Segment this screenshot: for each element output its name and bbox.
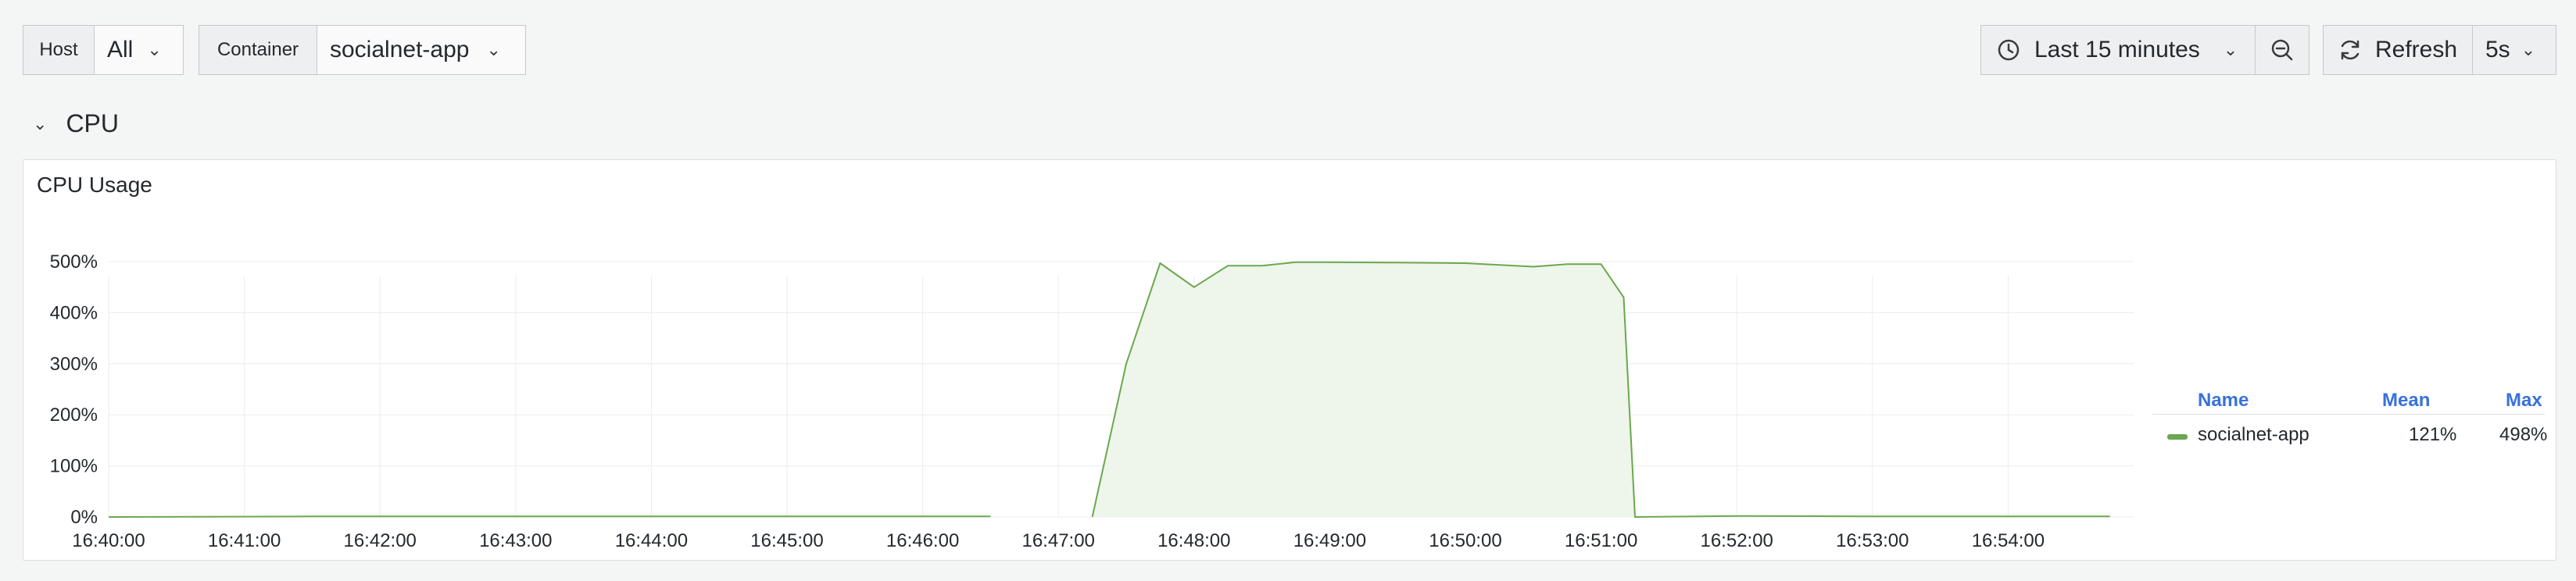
legend-series-name: socialnet-app bbox=[2198, 424, 2309, 445]
refresh-interval-select[interactable]: 5s ⌄ bbox=[2472, 25, 2556, 75]
clock-icon bbox=[1998, 39, 2020, 61]
x-tick-label: 16:44:00 bbox=[615, 530, 688, 551]
host-select-value: All bbox=[107, 37, 134, 62]
y-tick-label: 500% bbox=[50, 251, 98, 273]
x-tick-label: 16:50:00 bbox=[1429, 530, 1501, 551]
x-tick-label: 16:48:00 bbox=[1157, 530, 1230, 551]
row-collapse-toggle[interactable]: ⌄ CPU bbox=[33, 109, 119, 138]
x-tick-label: 16:45:00 bbox=[750, 530, 823, 551]
series-line bbox=[1091, 261, 2110, 518]
row-title: CPU bbox=[66, 109, 119, 137]
x-tick-label: 16:49:00 bbox=[1293, 530, 1366, 551]
panel-title: CPU Usage bbox=[37, 173, 152, 197]
container-select[interactable]: socialnet-app ⌄ bbox=[317, 25, 526, 75]
chevron-down-icon: ⌄ bbox=[2521, 40, 2536, 59]
legend-series-max: 498% bbox=[2499, 424, 2548, 445]
zoom-out-icon bbox=[2271, 39, 2293, 61]
legend-header-mean[interactable]: Mean bbox=[2382, 390, 2431, 411]
cpu-usage-panel: CPU Usage 0% 100% 200% 300% 400% 500% 16:40:00… bbox=[23, 159, 2556, 561]
legend-color-swatch bbox=[2167, 434, 2188, 440]
x-tick-label: 16:53:00 bbox=[1836, 530, 1909, 551]
y-tick-label: 0% bbox=[70, 507, 98, 528]
series-area bbox=[1092, 262, 2110, 517]
x-tick-label: 16:51:00 bbox=[1565, 530, 1637, 551]
x-tick-label: 16:43:00 bbox=[479, 530, 552, 551]
host-select[interactable]: All ⌄ bbox=[94, 25, 184, 75]
y-tick-label: 400% bbox=[50, 302, 98, 323]
x-tick-label: 16:46:00 bbox=[886, 530, 959, 551]
container-label-text: Container bbox=[216, 39, 299, 60]
host-label: Host bbox=[23, 25, 95, 75]
y-tick-label: 100% bbox=[50, 456, 98, 477]
chevron-down-icon: ⌄ bbox=[147, 40, 162, 59]
refresh-button[interactable]: Refresh bbox=[2323, 25, 2473, 75]
zoom-out-button[interactable] bbox=[2255, 25, 2309, 75]
x-tick-label: 16:42:00 bbox=[343, 530, 416, 551]
refresh-label: Refresh bbox=[2375, 37, 2458, 62]
y-tick-label: 300% bbox=[50, 354, 98, 375]
x-tick-label: 16:54:00 bbox=[1972, 530, 2045, 551]
chevron-down-icon: ⌄ bbox=[486, 40, 501, 59]
legend-series-mean: 121% bbox=[2409, 424, 2457, 445]
x-tick-label: 16:40:00 bbox=[72, 530, 145, 551]
time-range-picker[interactable]: Last 15 minutes ⌄ bbox=[1980, 25, 2256, 75]
x-tick-label: 16:41:00 bbox=[208, 530, 281, 551]
x-tick-label: 16:52:00 bbox=[1700, 530, 1773, 551]
refresh-interval-value: 5s bbox=[2485, 37, 2510, 62]
legend-row[interactable]: socialnet-app 121% 498% bbox=[2152, 416, 2548, 451]
x-tick-label: 16:47:00 bbox=[1021, 530, 1094, 551]
time-range-value: Last 15 minutes bbox=[2034, 37, 2200, 62]
legend-divider bbox=[2152, 414, 2545, 415]
host-label-text: Host bbox=[39, 39, 78, 60]
chevron-down-icon: ⌄ bbox=[2223, 40, 2238, 59]
container-label: Container bbox=[199, 25, 317, 75]
series-line bbox=[108, 515, 991, 518]
cpu-usage-chart: 0% 100% 200% 300% 400% 500% 16:40:00 16:41:00 16… bbox=[50, 251, 2134, 551]
container-select-value: socialnet-app bbox=[330, 37, 470, 62]
legend-header-max[interactable]: Max bbox=[2506, 390, 2542, 411]
legend-header-name[interactable]: Name bbox=[2198, 390, 2249, 411]
chevron-down-icon: ⌄ bbox=[33, 113, 48, 134]
y-tick-label: 200% bbox=[50, 405, 98, 426]
refresh-icon bbox=[2341, 40, 2360, 60]
